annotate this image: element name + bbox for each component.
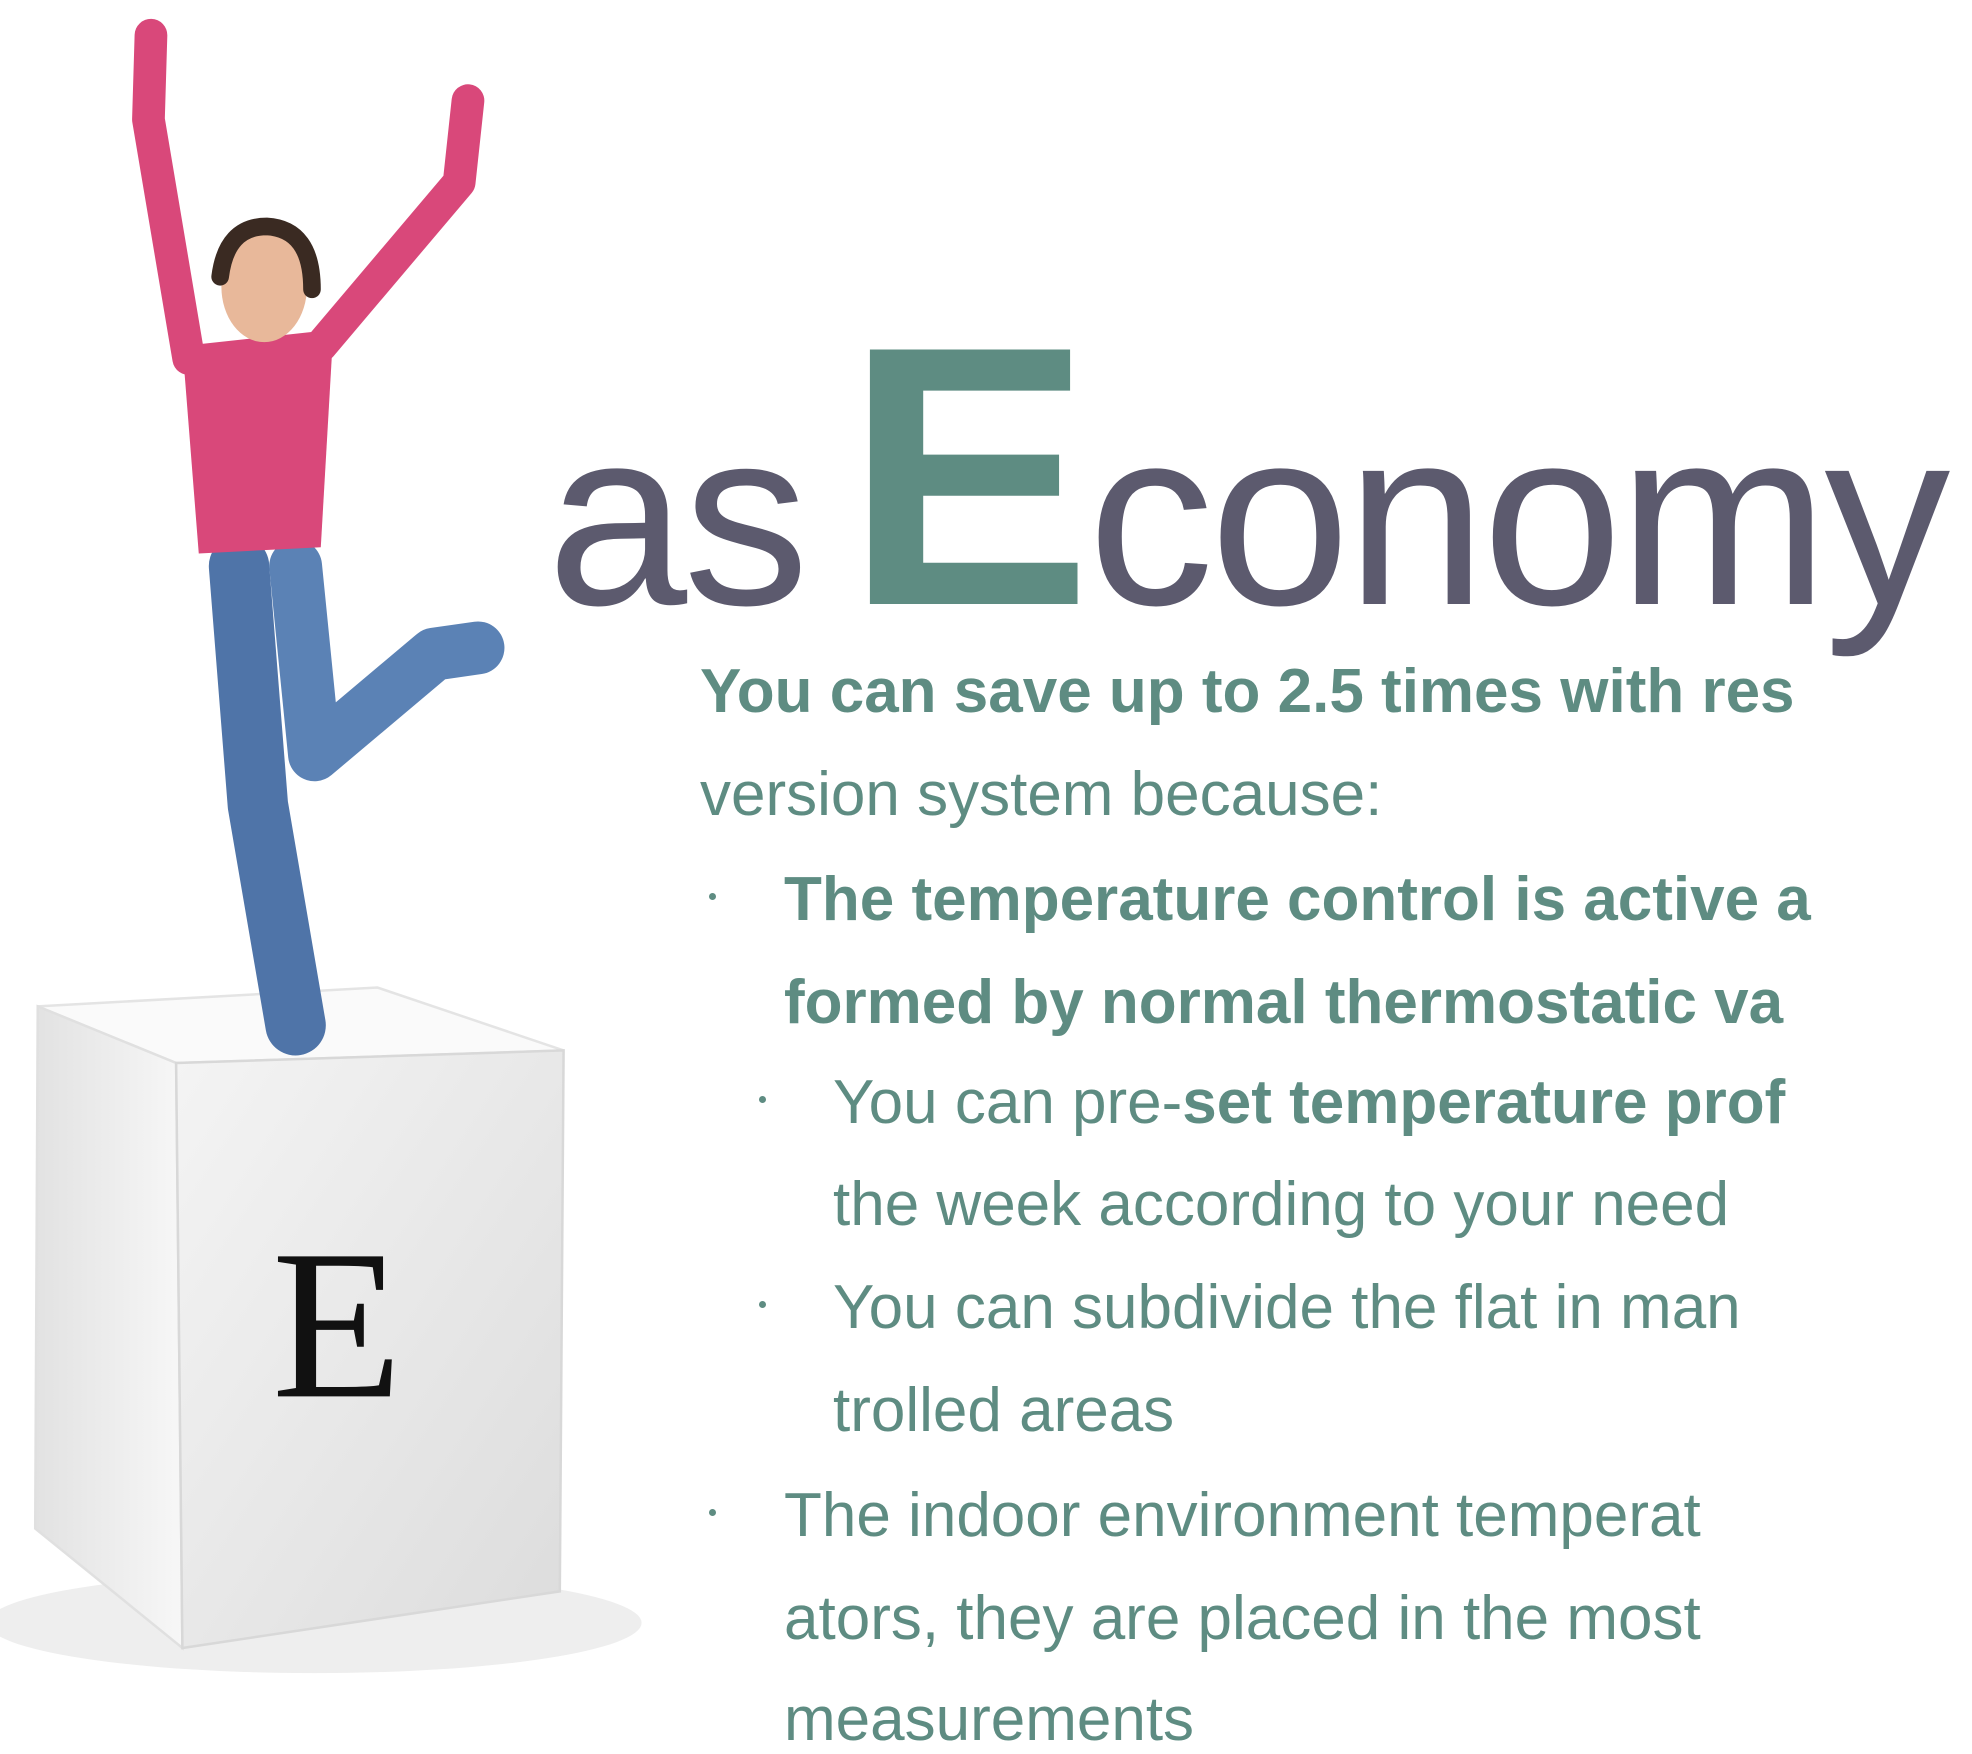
text-line: The temperature control is active a bbox=[784, 860, 1811, 940]
text-line: ators, they are placed in the most bbox=[784, 1579, 1701, 1659]
text-run: The indoor environment temperat bbox=[784, 1481, 1701, 1550]
text-run: trolled areas bbox=[833, 1376, 1174, 1445]
text-run: You can subdivide the flat in man bbox=[833, 1273, 1741, 1342]
heading-rest: conomy bbox=[1088, 377, 1950, 658]
figure bbox=[148, 35, 478, 1025]
cube-and-figure: E bbox=[0, 35, 642, 1673]
text-line: trolled areas bbox=[833, 1371, 1174, 1451]
text-line: version system because: bbox=[700, 755, 1382, 835]
text-run: You can save up to 2.5 times with res bbox=[700, 657, 1795, 726]
text-run: The temperature control is active a bbox=[784, 865, 1811, 934]
text-run: You can pre- bbox=[833, 1068, 1182, 1137]
text-line: the week according to your need bbox=[833, 1165, 1729, 1245]
text-line: You can pre-set temperature prof bbox=[833, 1063, 1785, 1143]
text-run: measurements bbox=[784, 1685, 1194, 1754]
page: E asEconomy You can save up to 2.5 times… bbox=[0, 0, 1972, 1754]
text-run: the week according to your need bbox=[833, 1170, 1729, 1239]
cube-left bbox=[35, 1006, 182, 1648]
text-line: formed by normal thermostatic va bbox=[784, 963, 1783, 1043]
bullet bbox=[759, 1096, 766, 1103]
bullet bbox=[709, 893, 716, 900]
text-line: The indoor environment temperat bbox=[784, 1476, 1701, 1556]
text-run: formed by normal thermostatic va bbox=[784, 968, 1783, 1037]
bullet bbox=[709, 1509, 716, 1516]
text-line: You can subdivide the flat in man bbox=[833, 1268, 1741, 1348]
bullet bbox=[759, 1301, 766, 1308]
cube-letter: E bbox=[272, 1206, 403, 1443]
heading-initial: E bbox=[845, 270, 1088, 683]
text-line: measurements bbox=[784, 1680, 1194, 1754]
text-run: ators, they are placed in the most bbox=[784, 1584, 1701, 1653]
text-run: version system because: bbox=[700, 760, 1382, 829]
text-line: You can save up to 2.5 times with res bbox=[700, 652, 1795, 732]
text-run: set temperature prof bbox=[1182, 1068, 1785, 1137]
heading-prefix: as bbox=[547, 377, 805, 658]
